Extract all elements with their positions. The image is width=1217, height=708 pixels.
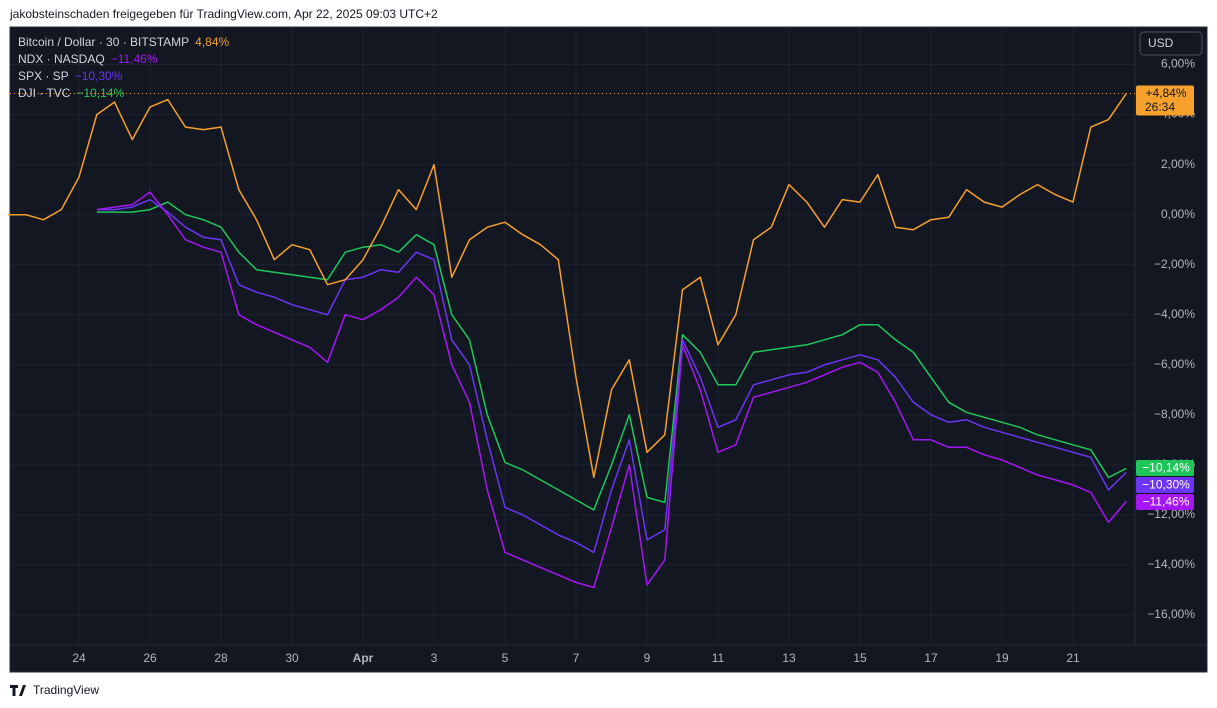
x-tick-label: 3 (431, 651, 438, 665)
y-tick-label: −4,00% (1154, 307, 1195, 321)
y-tick-label: 2,00% (1161, 157, 1195, 171)
grid (10, 27, 1135, 645)
series-line (96, 198, 1127, 554)
x-tick-label: 28 (214, 651, 228, 665)
legend-name: DJI · TVC (18, 86, 71, 100)
x-tick-label: 9 (644, 651, 651, 665)
chart-panel (9, 26, 1208, 673)
legend-name: Bitcoin / Dollar · 30 · BITSTAMP (18, 35, 189, 49)
series-line (96, 201, 1127, 511)
x-tick-label: 13 (782, 651, 796, 665)
x-tick-label: 24 (72, 651, 86, 665)
x-tick-label: 17 (924, 651, 938, 665)
x-tick-label: 7 (573, 651, 580, 665)
legend-value: −10,14% (76, 86, 124, 100)
price-tag (1136, 494, 1194, 510)
legend-name: NDX · NASDAQ (18, 52, 105, 66)
x-tick-label: 11 (712, 651, 725, 665)
price-tag (1136, 477, 1194, 493)
countdown: 26:34 (1145, 100, 1175, 114)
footer: TradingView (33, 683, 99, 697)
price-tag-label: +4,84% (1145, 86, 1186, 100)
price-tag-label: −11,46% (1143, 495, 1190, 509)
price-tag (1136, 460, 1194, 476)
currency-button[interactable] (1139, 31, 1203, 56)
header: jakobsteinschaden freigegeben für Tradin… (9, 7, 438, 21)
y-tick-label: −16,00% (1147, 607, 1195, 621)
x-tick-label: 21 (1066, 651, 1080, 665)
legend-name: SPX · SP (18, 69, 69, 83)
y-tick-label: −2,00% (1154, 257, 1195, 271)
lines (8, 93, 1127, 589)
price-tag-label: −10,14% (1142, 461, 1190, 475)
legend-entry: SPX · SP −10,30% (18, 69, 123, 83)
currency-label: USD (1148, 36, 1174, 50)
x-tick-label: 5 (502, 651, 509, 665)
y-tick-label: −8,00% (1154, 407, 1195, 421)
legend-entry: DJI · TVC −10,14% (18, 86, 124, 100)
y-tick-label: −12,00% (1147, 507, 1195, 521)
series-line (8, 93, 1127, 479)
legend-entry: Bitcoin / Dollar · 30 · BITSTAMP 4,84% (18, 35, 230, 49)
x-tick-label: 15 (853, 651, 867, 665)
legend-value: −10,30% (75, 69, 123, 83)
logo: TradingView (10, 683, 99, 697)
overlay: 6,00%4,00%2,00%0,00%−2,00%−4,00%−6,00%−8… (10, 35, 1195, 665)
y-tick-label: −6,00% (1154, 357, 1195, 371)
legend-entry: NDX · NASDAQ −11,46% (18, 52, 158, 66)
x-tick-label: 19 (995, 651, 1009, 665)
x-tick-label: 30 (285, 651, 299, 665)
y-tick-label: −14,00% (1147, 557, 1195, 571)
price-tag (1136, 85, 1194, 116)
y-tick-label: 0,00% (1161, 207, 1195, 221)
x-tick-label: 26 (143, 651, 157, 665)
legend-value: 4,84% (195, 35, 229, 49)
x-tick-label: Apr (353, 651, 374, 665)
series-line (96, 191, 1127, 589)
y-tick-label: 6,00% (1161, 57, 1195, 71)
price-tag-label: −10,30% (1142, 478, 1190, 492)
legend-value: −11,46% (111, 52, 158, 66)
